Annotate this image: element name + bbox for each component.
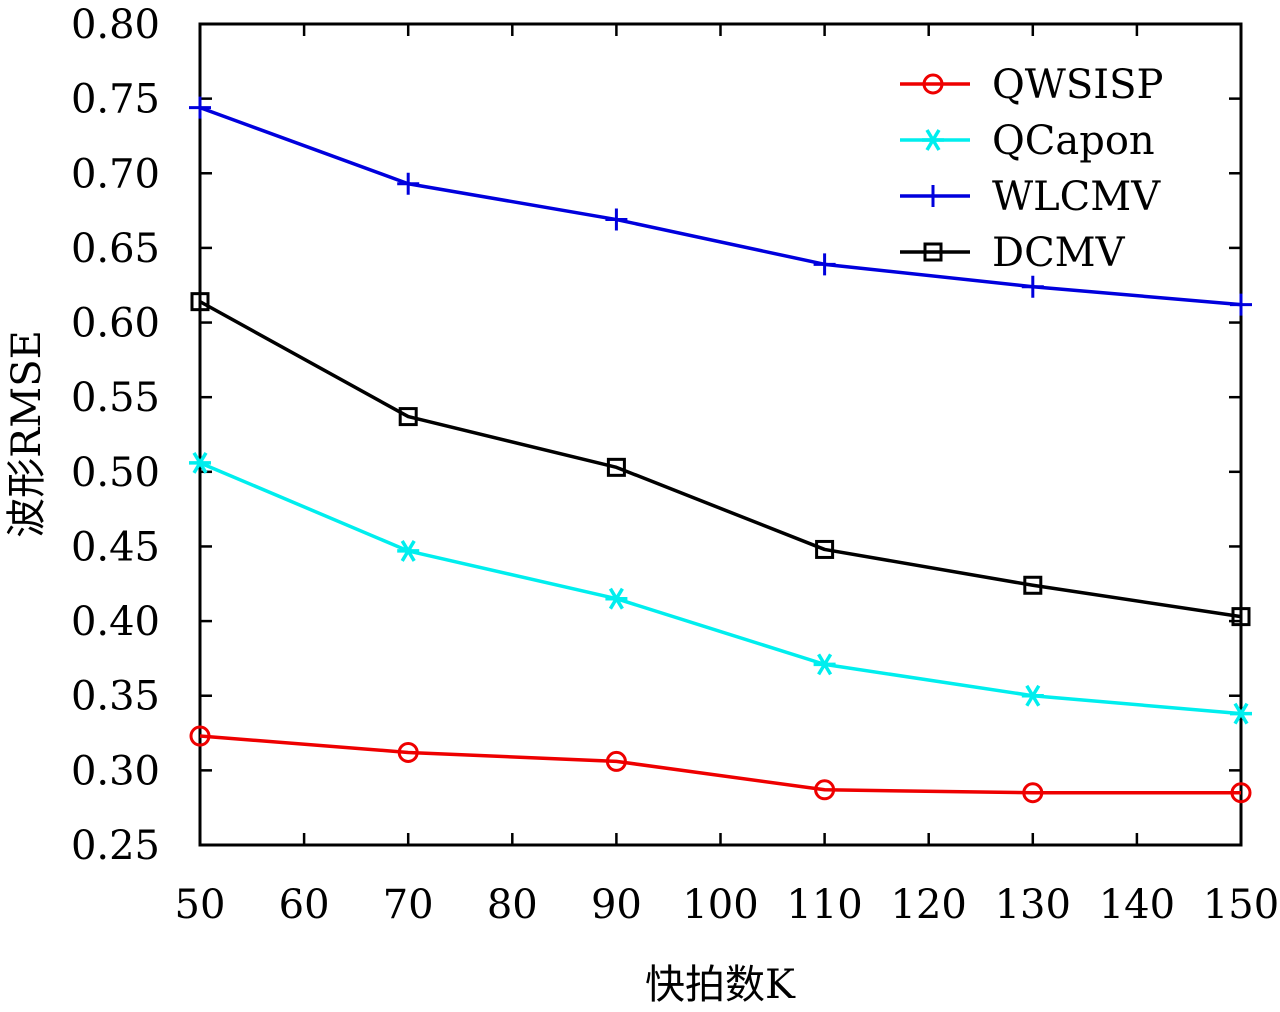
y-tick-label: 0.80 <box>71 2 160 48</box>
series-line-qwsisp <box>199 734 1241 795</box>
legend-marker-qwsisp <box>922 73 944 95</box>
x-tick-label: 80 <box>487 882 538 928</box>
y-tick-label: 0.40 <box>71 599 160 645</box>
x-tick-label: 150 <box>1203 882 1279 928</box>
y-tick-label: 0.70 <box>71 151 160 197</box>
data-point-qcapon <box>397 540 420 562</box>
data-point-qcapon <box>1230 702 1252 725</box>
series-line-qcapon <box>199 461 1242 716</box>
series-line-wlcmv <box>199 105 1242 307</box>
data-point-wlcmv <box>605 208 628 231</box>
data-point-dcmv <box>190 292 210 312</box>
legend-label-qcapon: QCapon <box>992 118 1155 164</box>
legend-marker-wlcmv <box>922 185 944 207</box>
x-tick-label: 70 <box>383 882 434 928</box>
legend-item-dcmv: DCMV <box>900 230 1126 276</box>
legend-label-qwsisp: QWSISP <box>992 62 1163 108</box>
data-point-dcmv <box>1023 575 1043 595</box>
x-tick-label: 110 <box>786 882 862 928</box>
data-point-dcmv <box>1231 607 1251 627</box>
data-point-qwsisp <box>814 779 836 801</box>
data-point-qcapon <box>189 451 211 474</box>
legend-label-dcmv: DCMV <box>992 230 1126 276</box>
x-tick-label: 120 <box>891 882 967 928</box>
series-wlcmv <box>189 96 1252 316</box>
data-point-qwsisp <box>605 750 627 772</box>
data-point-qwsisp <box>189 725 211 747</box>
legend-item-wlcmv: WLCMV <box>900 174 1161 220</box>
x-tick-label: 130 <box>995 882 1071 928</box>
y-tick-label: 0.25 <box>71 823 160 869</box>
x-axis-title: 快拍数K <box>645 962 796 1008</box>
series-qcapon <box>189 451 1252 725</box>
y-tick-label: 0.60 <box>71 301 160 347</box>
x-axis: 50 60 70 80 90 100 110 120 130 140 150 <box>175 24 1279 928</box>
series-layer <box>189 96 1252 804</box>
data-point-qwsisp <box>1022 782 1044 804</box>
legend-marker-qcapon <box>922 129 944 151</box>
y-tick-label: 0.65 <box>71 226 160 272</box>
data-point-qwsisp <box>397 741 419 763</box>
data-point-wlcmv <box>189 96 211 119</box>
data-point-wlcmv <box>1021 275 1044 298</box>
data-point-wlcmv <box>397 172 420 195</box>
series-line-dcmv <box>199 300 1242 619</box>
data-point-dcmv <box>606 457 626 477</box>
data-point-qwsisp <box>1230 782 1252 804</box>
legend: QWSISP QCapon WLCMV DCMV <box>900 62 1163 276</box>
y-axis: 0.25 0.30 0.35 0.40 0.45 0.50 0.55 0.60 0.65 0.70… <box>71 2 1241 869</box>
x-tick-label: 50 <box>175 882 226 928</box>
x-tick-label: 140 <box>1099 882 1175 928</box>
x-tick-label: 90 <box>591 882 642 928</box>
data-point-wlcmv <box>813 253 836 276</box>
legend-label-wlcmv: WLCMV <box>992 174 1161 220</box>
y-tick-label: 0.50 <box>71 450 160 496</box>
data-point-qcapon <box>813 653 836 676</box>
y-tick-label: 0.55 <box>71 375 160 421</box>
data-point-dcmv <box>398 407 418 427</box>
data-point-qcapon <box>605 587 628 610</box>
legend-item-qcapon: QCapon <box>900 118 1155 164</box>
y-tick-label: 0.35 <box>71 674 160 720</box>
data-point-wlcmv <box>1230 293 1252 316</box>
series-qwsisp <box>189 725 1252 804</box>
y-tick-label: 0.45 <box>71 524 160 570</box>
y-axis-title: 波形RMSE <box>4 330 50 538</box>
data-point-dcmv <box>815 539 835 559</box>
series-dcmv <box>190 292 1251 627</box>
x-tick-label: 60 <box>279 882 330 928</box>
x-tick-label: 100 <box>682 882 758 928</box>
y-tick-label: 0.30 <box>71 748 160 794</box>
legend-item-qwsisp: QWSISP <box>900 62 1163 108</box>
legend-marker-dcmv <box>923 242 943 262</box>
data-point-qcapon <box>1021 684 1044 707</box>
y-tick-label: 0.75 <box>71 77 160 123</box>
